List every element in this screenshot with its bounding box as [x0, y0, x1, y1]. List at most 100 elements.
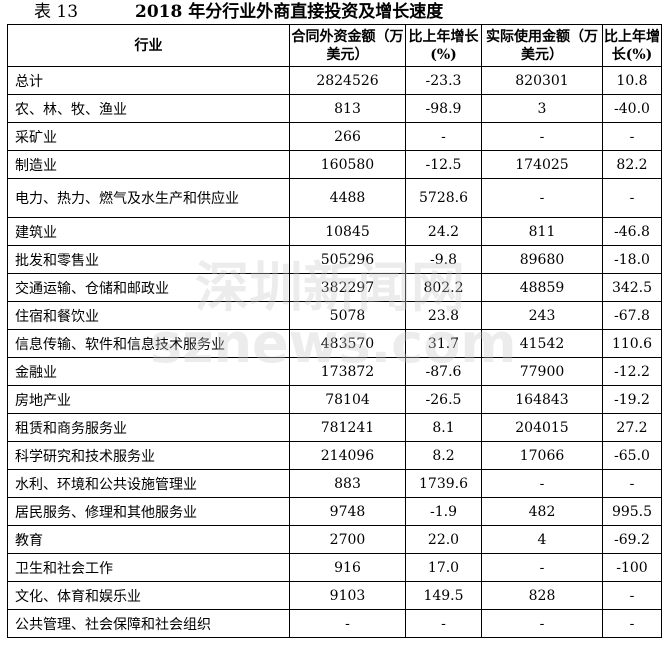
cell-contract-growth: 5728.6 [405, 178, 482, 218]
cell-contract-growth: -12.5 [405, 150, 482, 179]
cell-actual-growth: 110.6 [602, 329, 662, 358]
cell-contract-growth: 31.7 [405, 329, 482, 358]
table-row: 批发和零售业 505296 -9.8 89680 -18.0 [7, 245, 662, 274]
cell-actual-growth: 27.2 [602, 413, 662, 442]
cell-industry: 批发和零售业 [7, 245, 290, 274]
table-row: 信息传输、软件和信息技术服务业 483570 31.7 41542 110.6 [7, 329, 662, 358]
cell-contract-growth: 8.2 [405, 441, 482, 470]
cell-actual-amount: 4 [481, 525, 603, 554]
cell-actual-growth: -69.2 [602, 525, 662, 554]
cell-contract-amount: 813 [289, 94, 406, 123]
cell-actual-amount: 89680 [481, 245, 603, 274]
table-row: 教育 2700 22.0 4 -69.2 [7, 525, 662, 554]
cell-actual-amount: 243 [481, 301, 603, 330]
cell-actual-amount: 204015 [481, 413, 603, 442]
header-industry: 行业 [7, 24, 290, 67]
cell-actual-amount: - [481, 469, 603, 498]
cell-contract-amount: 214096 [289, 441, 406, 470]
cell-industry: 居民服务、修理和其他服务业 [7, 497, 290, 526]
cell-actual-growth: 10.8 [602, 66, 662, 95]
cell-industry: 房地产业 [7, 385, 290, 414]
cell-industry: 文化、体育和娱乐业 [7, 581, 290, 610]
cell-actual-amount: 174025 [481, 150, 603, 179]
cell-contract-growth: -98.9 [405, 94, 482, 123]
cell-industry: 科学研究和技术服务业 [7, 441, 290, 470]
header-row: 行业 合同外资金额（万美元） 比上年增长(%) 实际使用金额（万美元） 比上年增… [7, 24, 662, 67]
cell-contract-amount: 781241 [289, 413, 406, 442]
cell-industry: 金融业 [7, 357, 290, 386]
cell-actual-amount: 820301 [481, 66, 603, 95]
cell-contract-growth: 17.0 [405, 553, 482, 582]
cell-actual-growth: -100 [602, 553, 662, 582]
cell-contract-amount: 2700 [289, 525, 406, 554]
cell-industry: 总计 [7, 66, 290, 95]
table-row: 卫生和社会工作 916 17.0- -100 [7, 553, 662, 582]
cell-actual-amount: 77900 [481, 357, 603, 386]
header-actual-amount: 实际使用金额（万美元） [481, 24, 603, 67]
cell-contract-amount: 5078 [289, 301, 406, 330]
cell-industry: 住宿和餐饮业 [7, 301, 290, 330]
cell-actual-growth: -19.2 [602, 385, 662, 414]
cell-contract-growth: -9.8 [405, 245, 482, 274]
cell-actual-growth: - [602, 609, 662, 638]
table-row: 农、林、牧、渔业 813 -98.9 3 -40.0 [7, 94, 662, 123]
cell-industry: 建筑业 [7, 217, 290, 246]
cell-actual-amount: 164843 [481, 385, 603, 414]
cell-contract-growth: 8.1 [405, 413, 482, 442]
cell-industry: 采矿业 [7, 122, 290, 151]
cell-contract-amount: 9748 [289, 497, 406, 526]
table-row: 金融业 173872 -87.6 77900 -12.2 [7, 357, 662, 386]
cell-industry: 公共管理、社会保障和社会组织 [7, 609, 290, 638]
cell-contract-amount: 9103 [289, 581, 406, 610]
cell-actual-amount: 41542 [481, 329, 603, 358]
cell-actual-growth: - [602, 581, 662, 610]
table-row: 公共管理、社会保障和社会组织 - - - - [7, 609, 662, 638]
table-title: 表 13 2018 年分行业外商直接投资及增长速度 [0, 0, 668, 24]
cell-actual-amount: 48859 [481, 273, 603, 302]
table-row: 交通运输、仓储和邮政业 382297 802.2 48859 342.5 [7, 273, 662, 302]
cell-contract-growth: - [405, 609, 482, 638]
cell-actual-growth: 995.5 [602, 497, 662, 526]
cell-actual-growth: -65.0 [602, 441, 662, 470]
cell-contract-amount: 883 [289, 469, 406, 498]
cell-actual-growth: 82.2 [602, 150, 662, 179]
table-row: 科学研究和技术服务业 214096 8.2 17066 -65.0 [7, 441, 662, 470]
cell-contract-growth: -26.5 [405, 385, 482, 414]
cell-contract-amount: - [289, 609, 406, 638]
cell-contract-growth: -1.9 [405, 497, 482, 526]
fdi-table: 行业 合同外资金额（万美元） 比上年增长(%) 实际使用金额（万美元） 比上年增… [7, 24, 662, 638]
cell-contract-growth: -23.3 [405, 66, 482, 95]
table-row: 建筑业 10845 24.2 811 -46.8 [7, 217, 662, 246]
header-contract-amount: 合同外资金额（万美元） [289, 24, 406, 67]
cell-actual-amount: - [481, 553, 603, 582]
table-row: 电力、热力、燃气及水生产和供应业 4488 5728.6- - [7, 178, 662, 218]
cell-actual-growth: -46.8 [602, 217, 662, 246]
table-number: 表 13 [34, 2, 79, 22]
cell-industry: 水利、环境和公共设施管理业 [7, 469, 290, 498]
cell-actual-growth: -40.0 [602, 94, 662, 123]
table-row: 住宿和餐饮业 5078 23.8 243 -67.8 [7, 301, 662, 330]
header-actual-growth: 比上年增长(%) [602, 24, 662, 67]
table-row: 制造业 160580 -12.5 174025 82.2 [7, 150, 662, 179]
table-row: 文化、体育和娱乐业 9103 149.5 828- [7, 581, 662, 610]
cell-contract-growth: 24.2 [405, 217, 482, 246]
table-row: 居民服务、修理和其他服务业 9748 -1.9 482 995.5 [7, 497, 662, 526]
cell-actual-amount: 3 [481, 94, 603, 123]
cell-contract-growth: 149.5 [405, 581, 482, 610]
cell-actual-amount: 482 [481, 497, 603, 526]
table-row: 采矿业 266- - - [7, 122, 662, 151]
cell-actual-growth: -67.8 [602, 301, 662, 330]
cell-industry: 交通运输、仓储和邮政业 [7, 273, 290, 302]
table-row: 房地产业 78104 -26.5 164843 -19.2 [7, 385, 662, 414]
cell-contract-amount: 483570 [289, 329, 406, 358]
cell-industry: 农、林、牧、渔业 [7, 94, 290, 123]
cell-contract-amount: 160580 [289, 150, 406, 179]
table-row: 租赁和商务服务业 781241 8.1 204015 27.2 [7, 413, 662, 442]
cell-actual-growth: 342.5 [602, 273, 662, 302]
cell-contract-amount: 916 [289, 553, 406, 582]
cell-contract-growth: 22.0 [405, 525, 482, 554]
cell-contract-amount: 2824526 [289, 66, 406, 95]
cell-actual-amount: 17066 [481, 441, 603, 470]
cell-actual-amount: - [481, 609, 603, 638]
cell-industry: 教育 [7, 525, 290, 554]
